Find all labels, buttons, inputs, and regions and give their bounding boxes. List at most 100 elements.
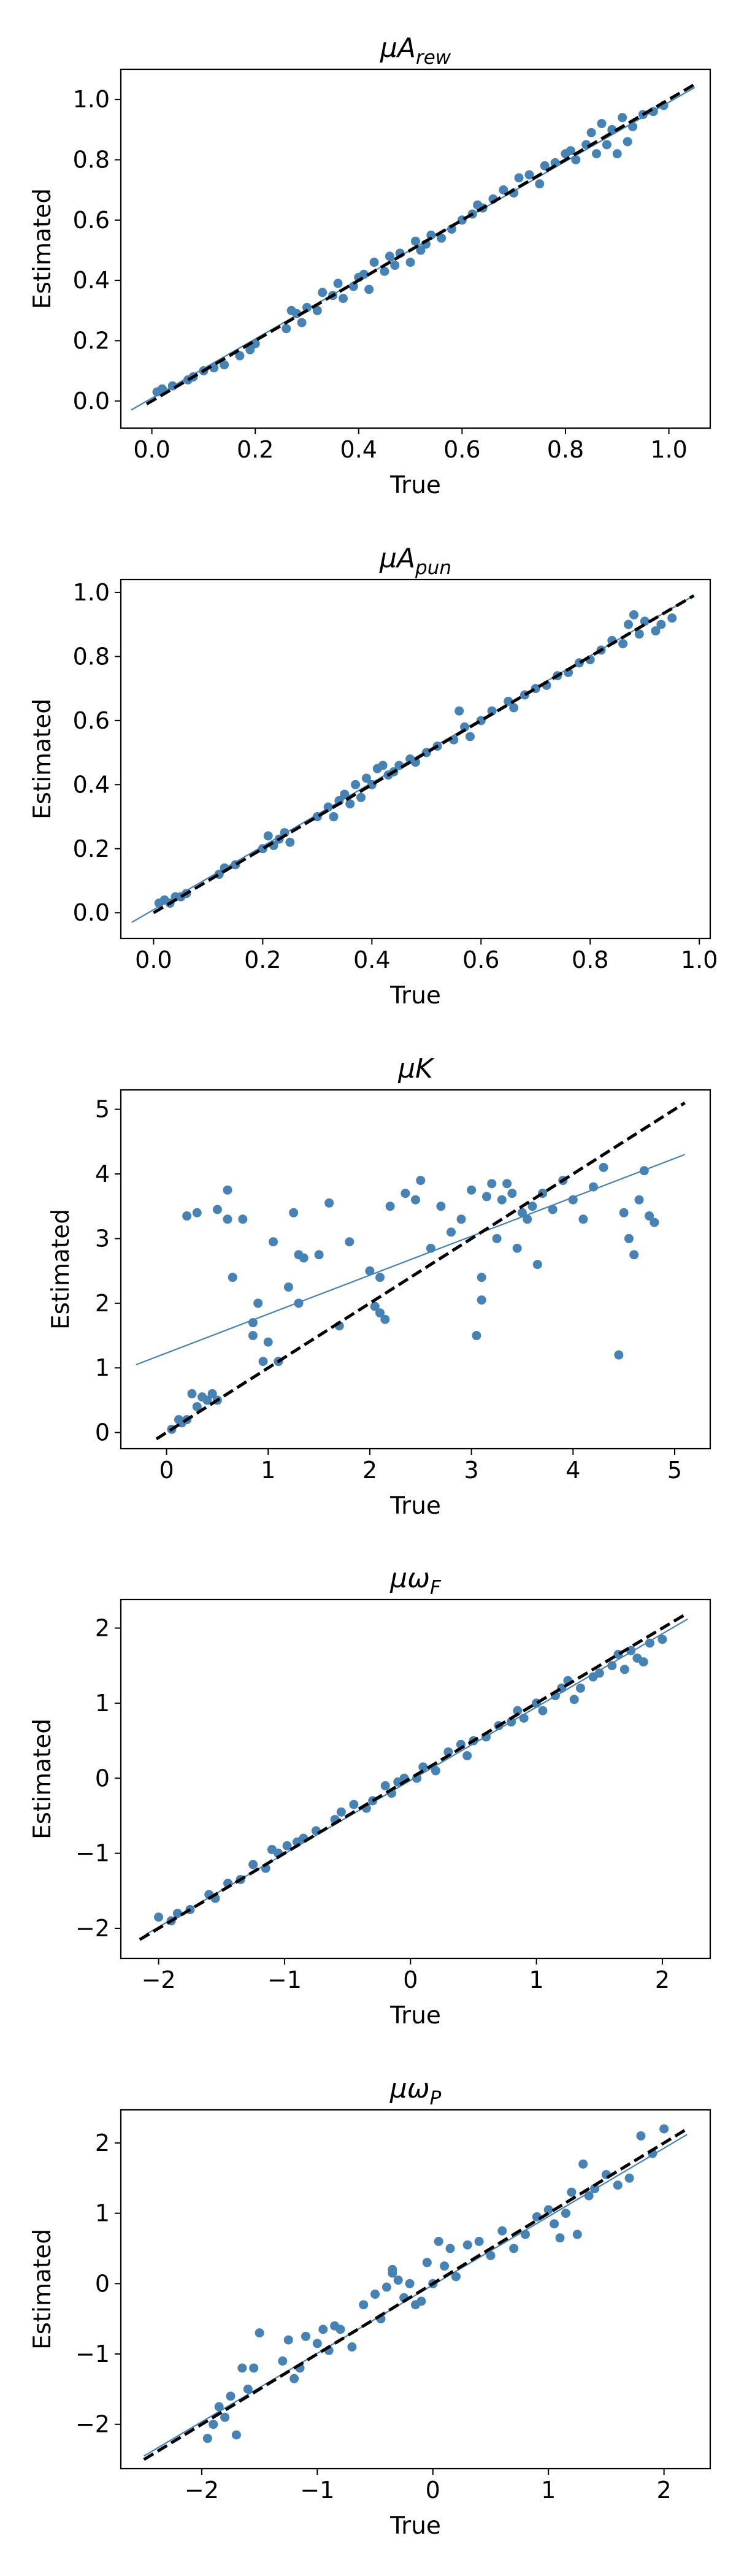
data-point [597, 118, 607, 128]
panel-title-subscript: rew [416, 47, 451, 69]
data-point [575, 1683, 585, 1693]
data-point [454, 706, 464, 716]
data-point [335, 2325, 345, 2334]
data-point [401, 1189, 410, 1198]
data-point [550, 158, 560, 167]
data-point [385, 1202, 395, 1211]
x-tick-label: 1.0 [650, 436, 687, 463]
x-axis-label: True [389, 472, 441, 499]
x-tick-label: 2 [362, 1457, 377, 1484]
panel-title: μK [397, 1053, 435, 1084]
data-point [269, 1237, 278, 1247]
data-point [443, 1747, 453, 1757]
data-point [278, 2356, 288, 2366]
regression-line [136, 1154, 685, 1366]
data-point [359, 269, 369, 279]
data-point [623, 137, 632, 147]
x-tick-label: 0.2 [237, 436, 274, 463]
data-point [283, 1282, 293, 1292]
data-point [207, 1389, 217, 1398]
data-point [567, 2187, 577, 2197]
y-tick-label: 0.8 [73, 146, 110, 173]
panel-title: μApun [379, 543, 451, 579]
data-point [612, 149, 622, 159]
data-point [614, 1350, 624, 1360]
data-point [618, 113, 627, 123]
data-point [487, 1179, 497, 1189]
data-point [431, 1766, 440, 1776]
panel-title-main: μω [389, 2073, 430, 2104]
panel-title-main: μA [379, 543, 415, 574]
panel-5: −2 −1 0 1 2 −2 −1 0 1 2 True Estimated μωP [29, 2073, 711, 2540]
data-point [405, 2279, 415, 2288]
data-point [289, 1208, 299, 1217]
x-tick-label: 0.8 [547, 436, 584, 463]
data-point [502, 1179, 512, 1189]
data-point [634, 1195, 644, 1205]
data-point [302, 302, 312, 312]
panel-2: 0.0 0.2 0.4 0.6 0.8 1.0 0.0 0.2 0.4 0.6 0.8 1.0 True… [29, 543, 718, 1010]
y-tick-label: −1 [75, 2340, 110, 2367]
panel-1: 0.0 0.2 0.4 0.6 0.8 1.0 0.0 0.2 0.4 0.6 0.8 1.0 True… [29, 33, 711, 499]
data-point [209, 2420, 218, 2429]
y-tick-label: 0 [95, 1765, 110, 1792]
plot-area [143, 2124, 688, 2461]
data-point [250, 339, 260, 348]
y-tick-label: 0.0 [73, 388, 110, 415]
x-tick-label: 0.4 [353, 946, 390, 973]
data-point [369, 258, 379, 267]
data-point [333, 278, 343, 288]
data-point [378, 761, 388, 770]
data-point [258, 1357, 268, 1367]
axes-frame [120, 2109, 711, 2470]
plot-area [136, 1101, 686, 1441]
data-point [523, 1214, 532, 1224]
y-axis-label: Estimated [47, 1209, 75, 1330]
data-point [312, 305, 322, 315]
data-point [351, 780, 361, 789]
data-point [172, 1909, 182, 1919]
data-point [154, 1912, 164, 1922]
y-tick-label: −2 [75, 1915, 110, 1942]
y-tick-label: 0 [95, 1419, 110, 1446]
data-point [289, 2374, 299, 2383]
data-point [446, 1227, 456, 1237]
data-point [548, 1205, 558, 1214]
x-axis-label: True [389, 2512, 441, 2540]
data-point [370, 1301, 380, 1311]
data-point [202, 2434, 212, 2444]
data-point [416, 1176, 426, 1186]
x-axis-label: True [389, 982, 441, 1010]
y-axis-label: Estimated [29, 699, 56, 819]
data-point [561, 2209, 570, 2218]
x-tick-label: 0.4 [340, 436, 377, 463]
data-point [465, 732, 475, 742]
x-tick-label: 2 [657, 2477, 672, 2504]
data-point [336, 1807, 346, 1817]
data-point [613, 2180, 623, 2190]
x-tick-label: −1 [300, 2477, 334, 2504]
data-point [416, 2296, 426, 2306]
data-point [249, 2363, 259, 2373]
data-point [477, 1273, 486, 1282]
data-point [212, 1205, 222, 1214]
data-point [237, 2363, 247, 2373]
data-point [451, 2272, 461, 2282]
plot-area [139, 1611, 689, 1941]
data-point [638, 1657, 648, 1667]
data-point [477, 1295, 486, 1305]
data-point [416, 245, 426, 255]
y-axis-label: Estimated [29, 1719, 56, 1839]
y-tick-label: 0.6 [73, 707, 110, 734]
data-point [513, 1706, 523, 1715]
x-tick-label: 0.0 [133, 436, 170, 463]
data-point [517, 1208, 527, 1217]
data-point [318, 288, 328, 297]
data-point [263, 831, 273, 841]
x-tick-label: 1 [529, 1966, 544, 1993]
y-tick-label: 0.2 [73, 327, 110, 354]
x-tick-label: 2 [655, 1966, 670, 1993]
data-point [393, 2275, 403, 2285]
identity-line [155, 1101, 686, 1441]
